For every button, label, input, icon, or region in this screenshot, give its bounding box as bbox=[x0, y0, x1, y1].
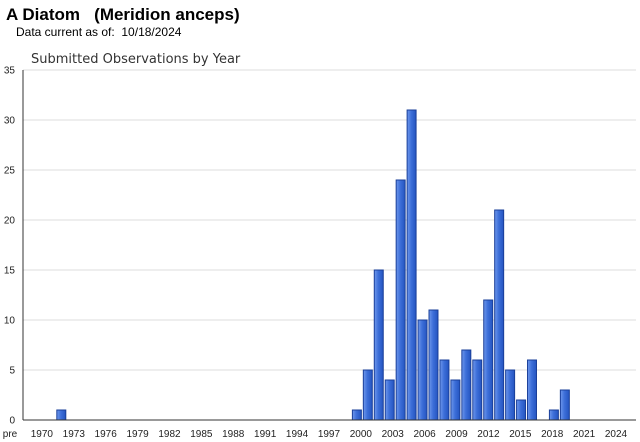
x-tick-label: 1985 bbox=[190, 429, 213, 440]
bar-2014 bbox=[517, 400, 526, 420]
x-axis-ticks: pre 1970 1973 1976 1979 1982 1985 1988 1991 1994 1… bbox=[3, 429, 628, 440]
x-tick-label: 2003 bbox=[382, 429, 405, 440]
x-tick-label: 1982 bbox=[158, 429, 181, 440]
x-tick-label: 1973 bbox=[63, 429, 86, 440]
y-tick-label: 25 bbox=[4, 166, 16, 177]
bar-2008 bbox=[451, 380, 460, 420]
bar-1999 bbox=[352, 410, 361, 420]
bar-2004 bbox=[407, 110, 416, 420]
x-tick-label: 2000 bbox=[350, 429, 373, 440]
y-tick-label: 10 bbox=[4, 316, 16, 327]
bar-2006 bbox=[429, 310, 438, 420]
x-tick-label: 2009 bbox=[445, 429, 468, 440]
x-tick-label: 2012 bbox=[477, 429, 500, 440]
bar-2017 bbox=[549, 410, 558, 420]
bar-2002 bbox=[385, 380, 394, 420]
y-tick-label: 0 bbox=[9, 416, 15, 427]
x-tick-label: 1988 bbox=[222, 429, 245, 440]
x-tick-label: 2021 bbox=[573, 429, 596, 440]
bar-2000 bbox=[363, 370, 372, 420]
y-tick-label: 30 bbox=[4, 116, 16, 127]
chart-title: Submitted Observations by Year bbox=[31, 52, 241, 67]
bars bbox=[57, 110, 570, 420]
y-tick-label: 15 bbox=[4, 266, 16, 277]
bar-2015 bbox=[528, 360, 537, 420]
bar-2003 bbox=[396, 180, 405, 420]
bar-2012 bbox=[495, 210, 504, 420]
bar-2010 bbox=[473, 360, 482, 420]
x-tick-label: 1991 bbox=[254, 429, 277, 440]
bar-2013 bbox=[506, 370, 515, 420]
y-tick-label: 20 bbox=[4, 216, 16, 227]
x-tick-label: 2024 bbox=[605, 429, 628, 440]
y-axis-ticks: 0 5 10 15 20 25 30 35 bbox=[4, 66, 16, 427]
bar-2001 bbox=[374, 270, 383, 420]
y-tick-label: 5 bbox=[9, 366, 15, 377]
x-tick-label: 2018 bbox=[541, 429, 564, 440]
y-tick-label: 35 bbox=[4, 66, 16, 77]
x-tick-label: 1970 bbox=[31, 429, 54, 440]
x-tick-label: 1994 bbox=[286, 429, 309, 440]
bar-2018 bbox=[560, 390, 569, 420]
x-tick-label: pre bbox=[3, 429, 18, 440]
x-tick-label: 2006 bbox=[414, 429, 437, 440]
bar-2011 bbox=[484, 300, 493, 420]
gridlines bbox=[23, 70, 636, 370]
x-tick-label: 2015 bbox=[509, 429, 532, 440]
axes bbox=[23, 70, 636, 420]
bar-2005 bbox=[418, 320, 427, 420]
bar-2007 bbox=[440, 360, 449, 420]
x-tick-label: 1997 bbox=[318, 429, 341, 440]
bar-2009 bbox=[462, 350, 471, 420]
bar-1972 bbox=[57, 410, 66, 420]
x-tick-label: 1976 bbox=[95, 429, 118, 440]
x-tick-label: 1979 bbox=[126, 429, 149, 440]
